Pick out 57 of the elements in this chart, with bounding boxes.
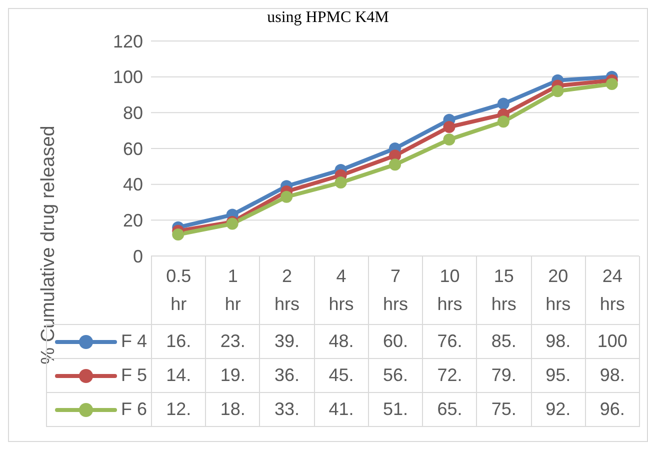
y-tick-label: 100: [112, 67, 143, 88]
data-label: 56.: [368, 358, 423, 392]
x-tick-label: 4 hrs: [328, 264, 354, 316]
data-label: 41.: [314, 392, 368, 426]
data-label: 92.: [531, 392, 586, 426]
legend-label: F 4: [120, 330, 147, 350]
y-tick-label: 20: [122, 210, 143, 231]
data-label: 65.: [422, 392, 477, 426]
data-label: 18.: [206, 392, 260, 426]
point: [443, 121, 456, 133]
data-label: 75.: [476, 392, 532, 426]
data-label: 19.: [206, 358, 260, 392]
data-label: 79.: [476, 358, 532, 392]
x-tick-label: 1 hr: [224, 264, 241, 316]
x-tick-label: 20 hrs: [546, 264, 571, 316]
point: [172, 228, 184, 240]
x-tick-label: 24 hrs: [600, 264, 625, 316]
data-label: 96.: [585, 392, 640, 426]
y-tick-label: 60: [122, 138, 143, 159]
data-label: 98.: [531, 324, 586, 358]
data-label: 39.: [260, 324, 314, 358]
data-label: 51.: [368, 392, 423, 426]
data-label: 98.: [585, 358, 640, 392]
data-label: 36.: [260, 358, 314, 392]
point: [280, 190, 293, 203]
data-label: 16.: [152, 324, 206, 358]
x-tick-label: 15 hrs: [491, 264, 516, 316]
data-label: 23.: [206, 324, 260, 358]
point: [497, 116, 510, 128]
legend-label: F 6: [46, 392, 152, 426]
y-tick-label: 0: [132, 246, 143, 266]
data-label: 85.: [476, 324, 532, 358]
data-label: 33.: [260, 392, 314, 426]
point: [334, 176, 347, 189]
point: [443, 134, 456, 146]
data-label: 12.: [152, 392, 206, 426]
y-tick-label: 120: [112, 31, 143, 52]
data-label: 95.: [531, 358, 586, 392]
point: [497, 98, 510, 110]
y-tick-label: 40: [122, 174, 143, 195]
point: [389, 158, 401, 171]
data-label: 45.: [314, 358, 368, 392]
data-label: 14.: [152, 358, 206, 392]
legend-label: F 5: [120, 364, 147, 384]
x-tick-label: 2 hrs: [274, 264, 300, 316]
data-label: 60.: [368, 324, 423, 358]
x-tick-label: 0.5 hr: [166, 264, 192, 316]
data-label: 72.: [422, 358, 477, 392]
x-tick-label: 10 hrs: [437, 264, 462, 316]
y-tick-label: 80: [122, 103, 143, 124]
data-label: 48.: [314, 324, 368, 358]
point: [606, 78, 618, 90]
x-tick-label: 7 hrs: [382, 264, 408, 316]
data-label: 76.: [422, 324, 477, 358]
data-label: 100: [585, 324, 640, 358]
point: [552, 85, 564, 98]
chart-title: using HPMC K4M: [266, 9, 390, 27]
